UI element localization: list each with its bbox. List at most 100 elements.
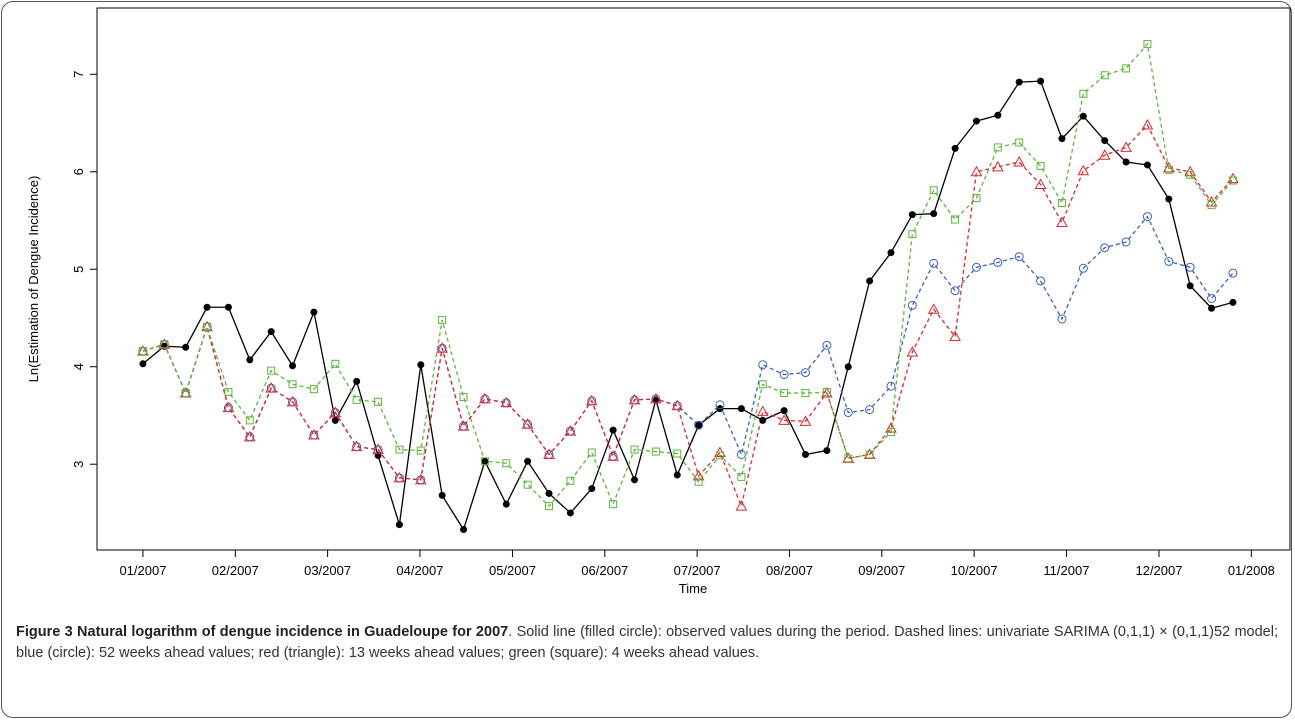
x-tick-label: 09/2007: [858, 563, 905, 578]
point: [951, 215, 960, 224]
point: [759, 416, 767, 424]
x-tick-label: 04/2007: [396, 563, 443, 578]
point: [350, 440, 363, 452]
point: [1165, 195, 1173, 203]
x-tick-label: 06/2007: [581, 563, 628, 578]
point: [459, 392, 468, 401]
point: [971, 262, 981, 272]
point: [1058, 135, 1066, 143]
point: [480, 457, 489, 466]
point: [1227, 172, 1239, 184]
plot-area: [96, 7, 1291, 551]
point: [416, 446, 425, 455]
point: [160, 340, 169, 349]
point: [521, 418, 534, 429]
point: [651, 447, 660, 456]
point: [243, 430, 256, 442]
point: [930, 210, 938, 218]
point: [289, 362, 297, 370]
point: [695, 421, 703, 429]
caption-text: . Solid line (filled circle): observed v…: [16, 624, 1278, 661]
point: [288, 380, 297, 389]
x-tick-label: 08/2007: [766, 563, 813, 578]
point: [395, 445, 404, 454]
point: [1015, 78, 1023, 86]
point: [800, 368, 810, 378]
point: [1162, 161, 1175, 173]
point: [1164, 165, 1173, 174]
point: [631, 476, 639, 484]
y-tick-label: 6: [71, 168, 86, 175]
point: [587, 448, 596, 457]
point: [1122, 64, 1131, 73]
point: [694, 420, 704, 430]
point: [735, 500, 748, 511]
point: [245, 416, 254, 425]
point: [929, 186, 938, 195]
point: [628, 393, 641, 405]
point: [951, 144, 959, 152]
x-tick-label: 11/2007: [1043, 563, 1089, 578]
point: [801, 389, 810, 398]
point: [1079, 112, 1087, 120]
point: [1207, 200, 1216, 209]
point: [1036, 276, 1046, 286]
point: [822, 388, 831, 397]
point: [671, 399, 684, 411]
point: [203, 303, 211, 311]
point: [436, 342, 449, 353]
caption-title: Figure 3 Natural logarithm of dengue inc…: [16, 624, 509, 640]
point: [523, 480, 532, 489]
point: [779, 370, 789, 380]
point: [329, 406, 342, 418]
x-tick-label: 07/2007: [674, 563, 721, 578]
point: [566, 509, 574, 517]
point: [607, 450, 619, 461]
point: [1057, 198, 1066, 207]
point: [524, 457, 532, 465]
point: [1185, 262, 1195, 272]
series-line: [142, 215, 1234, 481]
point: [564, 425, 577, 436]
point: [780, 389, 789, 398]
point: [1077, 164, 1090, 176]
point: [844, 363, 852, 371]
point: [1079, 89, 1088, 98]
point: [246, 356, 254, 364]
point: [756, 405, 769, 417]
point: [224, 303, 232, 311]
point: [692, 469, 705, 481]
point: [673, 471, 681, 479]
point: [994, 111, 1002, 119]
x-axis-label: Time: [679, 581, 707, 596]
point: [1056, 216, 1068, 227]
point: [865, 405, 875, 415]
point: [716, 451, 725, 460]
point: [844, 454, 853, 463]
x-tick-label: 01/2007: [119, 563, 166, 578]
point: [481, 457, 489, 465]
point: [566, 476, 575, 485]
point: [801, 450, 809, 458]
point: [758, 380, 767, 389]
point: [1228, 176, 1237, 185]
point: [972, 194, 981, 203]
point: [479, 392, 491, 404]
point: [1014, 252, 1024, 262]
point: [331, 416, 339, 424]
point: [585, 394, 598, 406]
point: [310, 308, 318, 316]
point: [821, 387, 833, 398]
caption: Figure 3 Natural logarithm of dengue inc…: [16, 622, 1278, 664]
point: [1229, 298, 1237, 306]
point: [736, 449, 746, 459]
point: [865, 450, 874, 459]
point: [780, 407, 788, 415]
point: [545, 489, 553, 497]
point: [308, 428, 320, 440]
point: [374, 397, 383, 406]
point: [866, 277, 874, 285]
point: [1120, 141, 1132, 152]
